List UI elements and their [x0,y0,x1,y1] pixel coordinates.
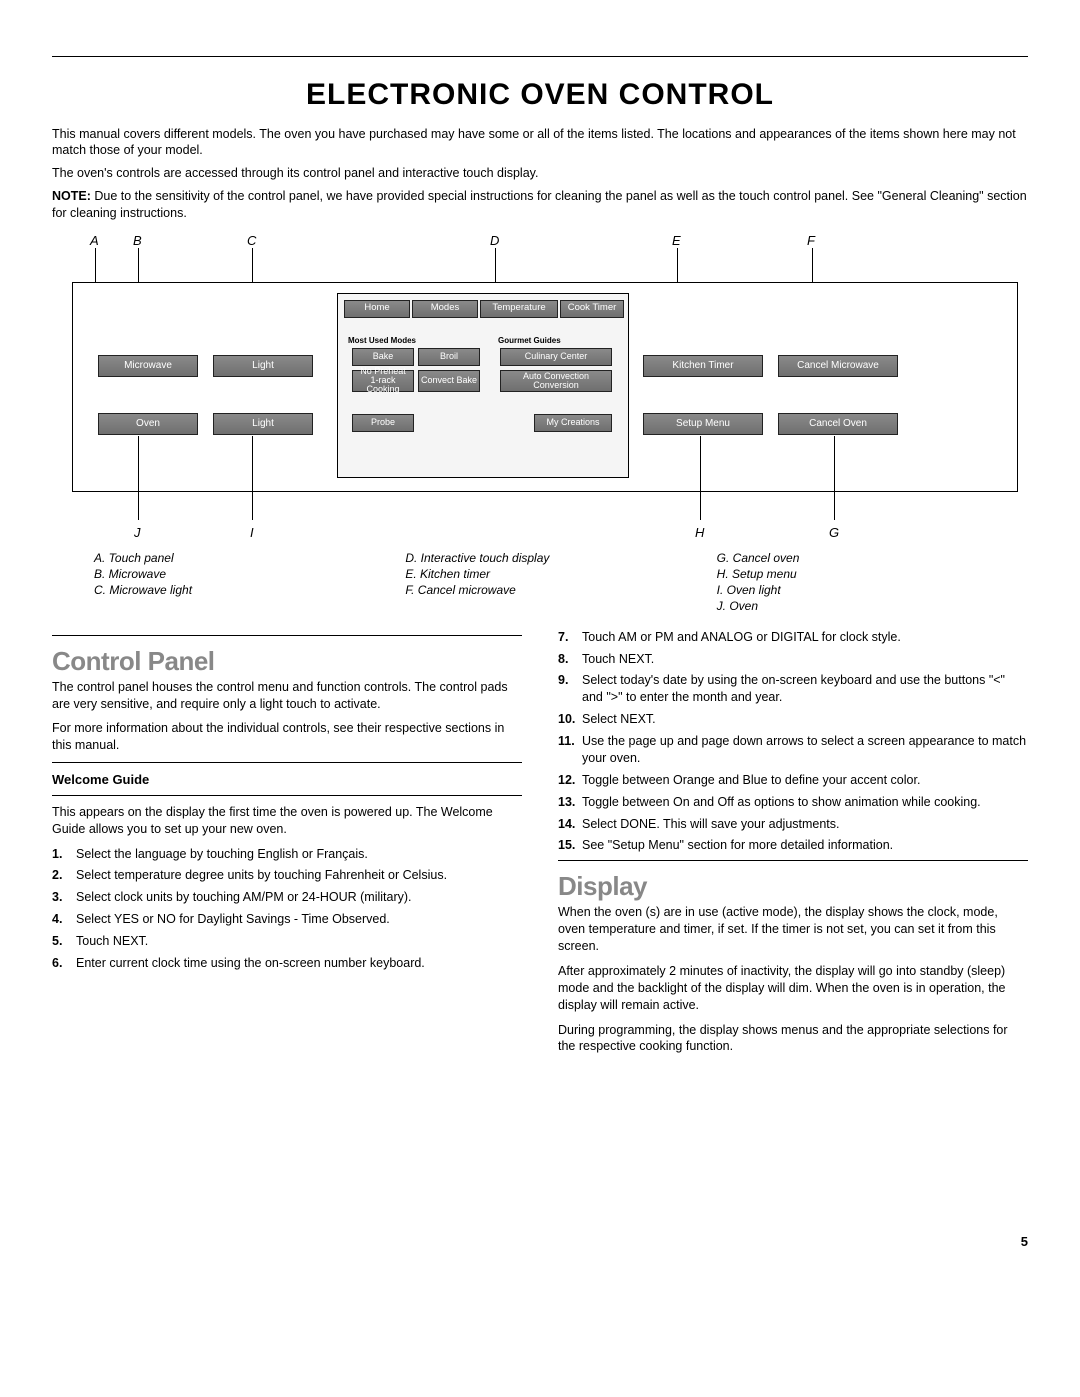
callout-letter-i: I [250,524,254,542]
rule-welcome-under [52,795,522,796]
legend-h: H. Setup menu [717,566,1028,582]
rule-display [558,860,1028,861]
callout-letter-j: J [134,524,141,542]
welcome-intro: This appears on the display the first ti… [52,804,522,838]
callout-letter-f: F [807,232,815,250]
legend-c: C. Microwave light [94,582,405,598]
legend-a: A. Touch panel [94,550,405,566]
intro-note: NOTE: Due to the sensitivity of the cont… [52,188,1028,222]
legend-i: I. Oven light [717,582,1028,598]
mode-bake: Bake [352,348,414,366]
step-8: Touch NEXT. [558,651,1028,668]
lead-i [252,436,253,520]
step-12: Toggle between Orange and Blue to define… [558,772,1028,789]
callout-letter-c: C [247,232,256,250]
btn-light-upper: Light [213,355,313,377]
step-1: Select the language by touching English … [52,846,522,863]
btn-oven: Oven [98,413,198,435]
mode-broil: Broil [418,348,480,366]
callout-letter-h: H [695,524,704,542]
legend-j: J. Oven [717,598,1028,614]
callout-letter-e: E [672,232,681,250]
label-most-used: Most Used Modes [348,336,416,347]
display-p3: During programming, the display shows me… [558,1022,1028,1056]
page-title: Electronic Oven Control [52,75,1028,116]
lead-j [138,436,139,520]
btn-cancel-oven: Cancel Oven [778,413,898,435]
page-number: 5 [52,1233,1028,1251]
cp-p2: For more information about the individua… [52,720,522,754]
control-panel-diagram: A B C D E F Microwave Light Oven Light K… [52,232,1028,542]
right-column: Touch AM or PM and ANALOG or DIGITAL for… [558,629,1028,1064]
heading-welcome-guide: Welcome Guide [52,771,522,789]
display-p1: When the oven (s) are in use (active mod… [558,904,1028,955]
step-4: Select YES or NO for Daylight Savings - … [52,911,522,928]
touch-display: Home Modes Temperature Cook Timer Most U… [337,293,629,478]
label-gourmet: Gourmet Guides [498,336,561,347]
legend-e: E. Kitchen timer [405,566,716,582]
heading-control-panel: Control Panel [52,644,522,679]
intro-p1: This manual covers different models. The… [52,126,1028,160]
mode-auto-conversion: Auto Convection Conversion [500,370,612,392]
rule-welcome [52,762,522,763]
callout-letter-d: D [490,232,499,250]
legend-d: D. Interactive touch display [405,550,716,566]
step-11: Use the page up and page down arrows to … [558,733,1028,767]
lead-h [700,436,701,520]
welcome-steps-left: Select the language by touching English … [52,846,522,972]
legend-f: F. Cancel microwave [405,582,716,598]
tab-home: Home [344,300,410,318]
callout-legend: A. Touch panel B. Microwave C. Microwave… [52,550,1028,615]
legend-b: B. Microwave [94,566,405,582]
callout-letter-g: G [829,524,839,542]
panel-frame: Microwave Light Oven Light Kitchen Timer… [72,282,1018,492]
btn-light-lower: Light [213,413,313,435]
tab-cook-timer: Cook Timer [560,300,624,318]
lead-g [834,436,835,520]
step-6: Enter current clock time using the on-sc… [52,955,522,972]
tab-modes: Modes [412,300,478,318]
note-label: NOTE: [52,189,91,203]
btn-cancel-microwave: Cancel Microwave [778,355,898,377]
btn-microwave: Microwave [98,355,198,377]
step-3: Select clock units by touching AM/PM or … [52,889,522,906]
step-9: Select today's date by using the on-scre… [558,672,1028,706]
rule-control-panel [52,635,522,636]
intro-block: This manual covers different models. The… [52,126,1028,222]
btn-kitchen-timer: Kitchen Timer [643,355,763,377]
note-text: Due to the sensitivity of the control pa… [52,189,1027,220]
callout-letter-b: B [133,232,142,250]
step-5: Touch NEXT. [52,933,522,950]
mode-culinary: Culinary Center [500,348,612,366]
mode-no-preheat: No Preheat 1-rack Cooking [352,370,414,392]
heading-display: Display [558,869,1028,904]
legend-g: G. Cancel oven [717,550,1028,566]
step-14: Select DONE. This will save your adjustm… [558,816,1028,833]
mode-probe: Probe [352,414,414,432]
intro-p2: The oven's controls are accessed through… [52,165,1028,182]
step-10: Select NEXT. [558,711,1028,728]
cp-p1: The control panel houses the control men… [52,679,522,713]
rule-top [52,56,1028,57]
callout-letter-a: A [90,232,99,250]
left-column: Control Panel The control panel houses t… [52,629,522,1064]
step-2: Select temperature degree units by touch… [52,867,522,884]
tab-temperature: Temperature [480,300,558,318]
step-7: Touch AM or PM and ANALOG or DIGITAL for… [558,629,1028,646]
step-15: See "Setup Menu" section for more detail… [558,837,1028,854]
mode-my-creations: My Creations [534,414,612,432]
step-13: Toggle between On and Off as options to … [558,794,1028,811]
welcome-steps-right: Touch AM or PM and ANALOG or DIGITAL for… [558,629,1028,855]
mode-convect-bake: Convect Bake [418,370,480,392]
display-p2: After approximately 2 minutes of inactiv… [558,963,1028,1014]
btn-setup-menu: Setup Menu [643,413,763,435]
body-columns: Control Panel The control panel houses t… [52,629,1028,1064]
